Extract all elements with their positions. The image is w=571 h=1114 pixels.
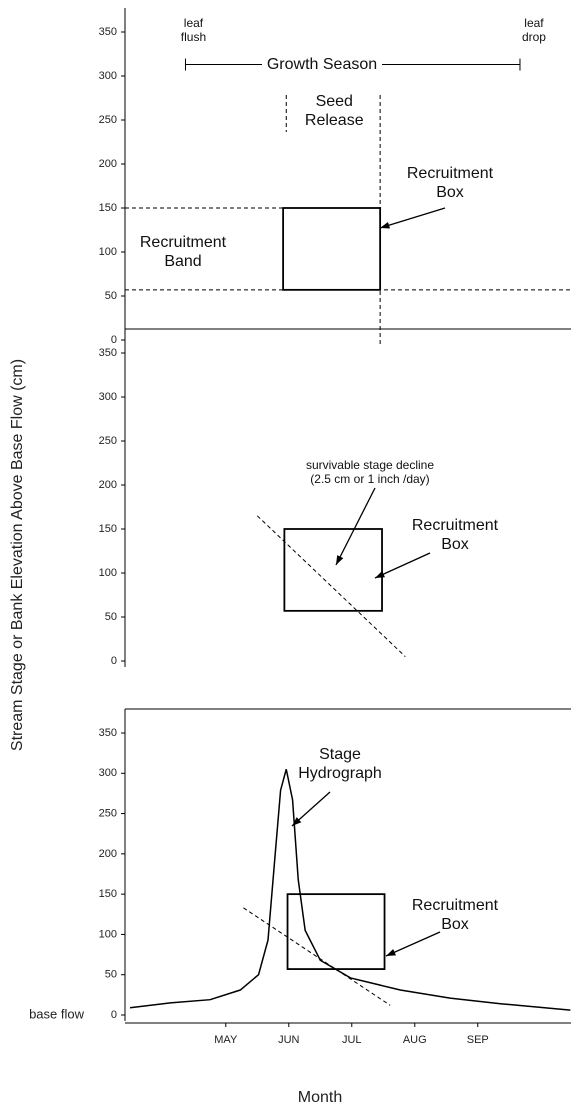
box-label: Recruitment Box (411, 897, 499, 933)
decline-label: survivable stage decline (305, 458, 435, 472)
season-label: Growth Season (262, 54, 382, 74)
x-axis-label: Month (298, 1089, 342, 1106)
y-tick-label: 50 (105, 611, 117, 623)
y-tick-label: 300 (99, 391, 117, 403)
x-tick-label: JUL (342, 1034, 362, 1046)
y-tick-label: 200 (99, 848, 117, 860)
y-tick-label: 250 (99, 807, 117, 819)
y-tick-label: 0 (111, 334, 117, 346)
decline-line (256, 515, 406, 657)
decline-line (243, 907, 391, 1006)
y-tick-label: 100 (99, 567, 117, 579)
arrow-head (292, 817, 302, 826)
y-axis-label: Stream Stage or Bank Elevation Above Bas… (9, 359, 26, 751)
y-tick-label: 350 (99, 727, 117, 739)
arrow-head (375, 570, 385, 578)
y-tick-label: 250 (99, 114, 117, 126)
y-tick-label: 300 (99, 70, 117, 82)
recruitment-box (283, 528, 383, 612)
x-tick-label: JUN (278, 1034, 299, 1046)
seed-release-label: Seed Release (304, 93, 364, 129)
y-tick-label: 150 (99, 888, 117, 900)
arrow-head (380, 221, 390, 229)
y-tick-label: 200 (99, 158, 117, 170)
leaf-drop: leaf drop (521, 16, 546, 44)
y-tick-label: 250 (99, 435, 117, 447)
y-tick-label: 150 (99, 202, 117, 214)
decline-rate: (2.5 cm or 1 inch /day) (310, 472, 430, 486)
y-tick-label: 0 (111, 655, 117, 667)
arrow (385, 931, 441, 957)
y-tick-label: 50 (105, 969, 117, 981)
arrow (379, 207, 446, 229)
y-tick-label: 50 (105, 290, 117, 302)
recruitment-box (282, 207, 382, 291)
series-label: Stage Hydrograph (298, 746, 382, 782)
leaf-flush: leaf flush (180, 16, 207, 44)
arrow (374, 552, 431, 579)
y-tick-label: 350 (99, 347, 117, 359)
box-label: Recruitment Box (411, 517, 499, 553)
hydrograph (129, 769, 571, 1011)
x-tick-label: SEP (467, 1034, 489, 1046)
y-tick-label: 200 (99, 479, 117, 491)
arrow-head (336, 555, 344, 565)
box-label: Recruitment Box (406, 165, 494, 201)
arrow (335, 487, 376, 566)
y-tick-label: 150 (99, 523, 117, 535)
baseline-label: base flow (29, 1006, 85, 1021)
x-tick-label: MAY (214, 1034, 238, 1046)
arrow-head (386, 949, 396, 956)
y-tick-label: 100 (99, 928, 117, 940)
y-tick-label: 0 (111, 1009, 117, 1021)
x-tick-label: AUG (403, 1034, 427, 1046)
y-tick-label: 350 (99, 26, 117, 38)
y-tick-label: 100 (99, 246, 117, 258)
band-label: Recruitment Band (139, 234, 227, 270)
y-tick-label: 300 (99, 767, 117, 779)
